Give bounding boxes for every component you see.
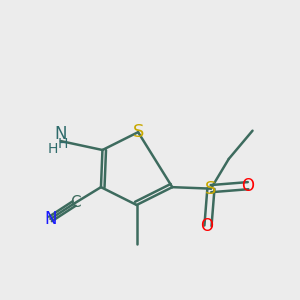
Text: H: H [47,142,58,155]
Text: O: O [242,177,255,195]
Text: N: N [55,125,67,143]
Text: O: O [200,217,213,235]
Text: S: S [132,123,144,141]
Text: H: H [57,137,68,151]
Text: N: N [44,210,57,228]
Text: S: S [205,180,217,198]
Text: C: C [70,194,81,209]
